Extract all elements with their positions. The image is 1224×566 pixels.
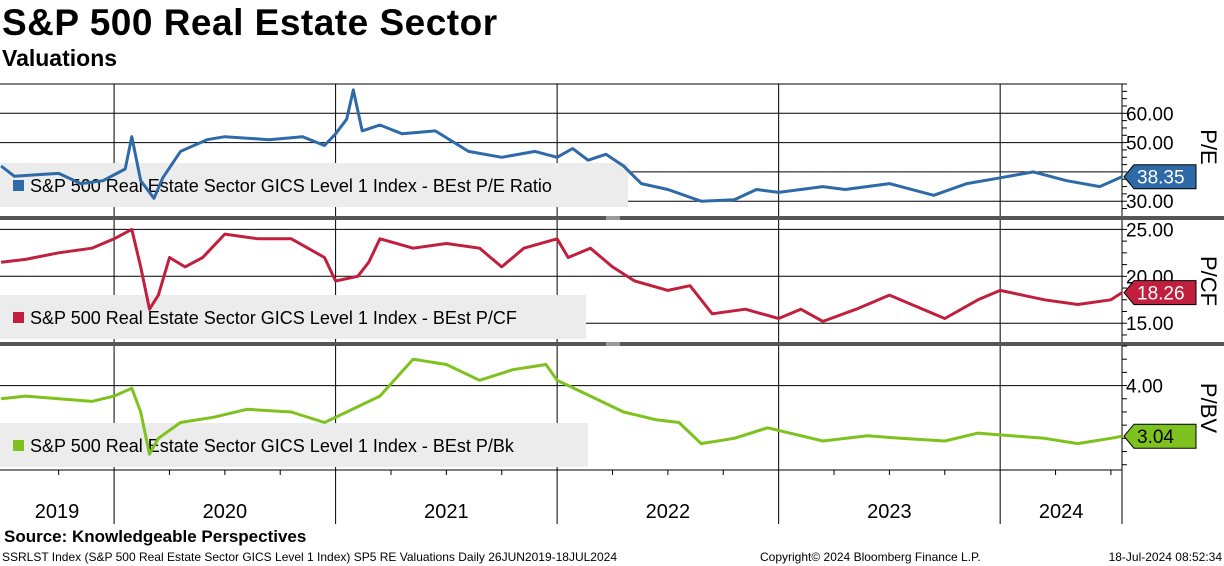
last-value-label: 18.26	[1137, 284, 1185, 305]
legend-box	[0, 163, 628, 207]
last-value-tag	[1123, 164, 1197, 190]
year-label: 2024	[1039, 501, 1084, 523]
last-value-tag	[1123, 423, 1197, 449]
panel-resize-handle	[606, 216, 620, 220]
legend-swatch	[13, 312, 24, 323]
legend-swatch	[13, 440, 24, 451]
security-info: SSRLST Index (S&P 500 Real Estate Sector…	[2, 550, 617, 564]
last-value-label: 3.04	[1137, 427, 1174, 448]
year-label: 2020	[203, 501, 248, 523]
year-label: 2022	[646, 501, 691, 523]
legend-label: S&P 500 Real Estate Sector GICS Level 1 …	[30, 436, 515, 456]
y-tick-label: 30.00	[1126, 192, 1174, 213]
axis-title: P/E	[1196, 129, 1221, 164]
y-tick-label: 15.00	[1126, 314, 1174, 335]
year-label: 2019	[35, 501, 80, 523]
year-label: 2021	[424, 501, 469, 523]
chart-subtitle: Valuations	[2, 45, 118, 71]
legend-box	[0, 295, 586, 339]
axis-title: P/BV	[1196, 383, 1221, 433]
legend-box	[0, 423, 588, 467]
chart-title: S&P 500 Real Estate Sector	[2, 2, 498, 43]
year-label: 2023	[867, 501, 912, 523]
axis-title: P/CF	[1196, 256, 1221, 306]
y-tick-label: 60.00	[1126, 104, 1174, 125]
panel-resize-handle	[606, 342, 620, 346]
source-note: Source: Knowledgeable Perspectives	[4, 527, 307, 546]
series-line	[0, 88, 1123, 203]
legend-swatch	[13, 180, 24, 191]
series-line	[0, 227, 1123, 323]
legend-label: S&P 500 Real Estate Sector GICS Level 1 …	[30, 308, 517, 328]
series-line	[0, 357, 1123, 456]
y-tick-label: 50.00	[1126, 134, 1174, 155]
timestamp: 18-Jul-2024 08:52:34	[1108, 550, 1222, 564]
y-tick-label: 4.00	[1126, 377, 1163, 398]
last-value-tag	[1123, 280, 1197, 306]
copyright-note: Copyright© 2024 Bloomberg Finance L.P.	[760, 550, 981, 564]
last-value-label: 38.35	[1137, 168, 1185, 189]
y-tick-label: 25.00	[1126, 220, 1174, 241]
